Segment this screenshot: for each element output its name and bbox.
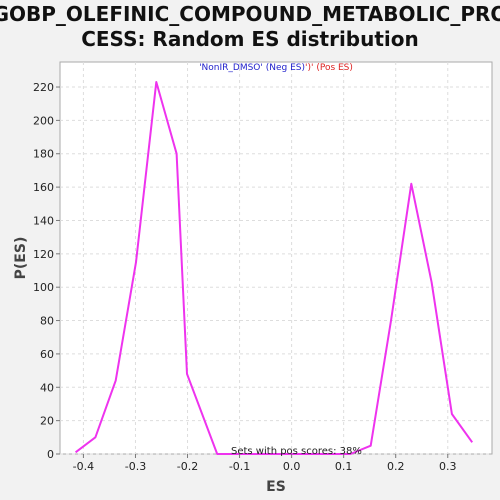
legend: 'NonIR_DMSO' (Neg ES)')' (Pos ES) [199,63,353,73]
x-tick-label: 0.1 [335,460,353,473]
x-tick-label: -0.2 [177,460,198,473]
x-tick-label: 0.0 [283,460,301,473]
grid [60,62,492,455]
y-axis-label: P(ES) [13,237,29,280]
y-tick-label: 200 [33,114,54,127]
plot-area [59,61,493,455]
chart-title-line-1: GOBP_OLEFINIC_COMPOUND_METABOLIC_PRO [0,2,500,26]
y-tick-label: 180 [33,148,54,161]
y-tick-label: 0 [47,448,54,461]
y-tick-label: 160 [33,181,54,194]
x-tick-label: 0.2 [387,460,405,473]
x-axis-label: ES [266,479,286,495]
y-tick-label: 100 [33,281,54,294]
y-tick-label: 20 [40,415,54,428]
legend-entry: 'NonIR_DMSO' (Neg ES) [199,63,305,73]
x-tick-label: 0.3 [439,460,457,473]
series-layer [74,81,474,455]
x-tick-label: -0.1 [229,460,250,473]
legend-entry: ')' (Pos ES) [305,63,353,73]
chart-title-line-2: CESS: Random ES distribution [81,27,419,51]
x-tick-label: -0.3 [125,460,146,473]
y-tick-label: 140 [33,214,54,227]
y-tick-label: 80 [40,315,54,328]
pos-scores-annotation: Sets with pos scores: 38% [231,446,362,457]
y-tick-label: 120 [33,248,54,261]
x-tick-label: -0.4 [73,460,94,473]
y-tick-label: 60 [40,348,54,361]
series-line [74,81,474,455]
axes: -0.4 -0.3 -0.2 -0.1 0.0 0.1 0.2 0.3 0 20 40 60 80 100… [33,81,457,473]
y-tick-label: 40 [40,381,54,394]
y-tick-label: 220 [33,81,54,94]
